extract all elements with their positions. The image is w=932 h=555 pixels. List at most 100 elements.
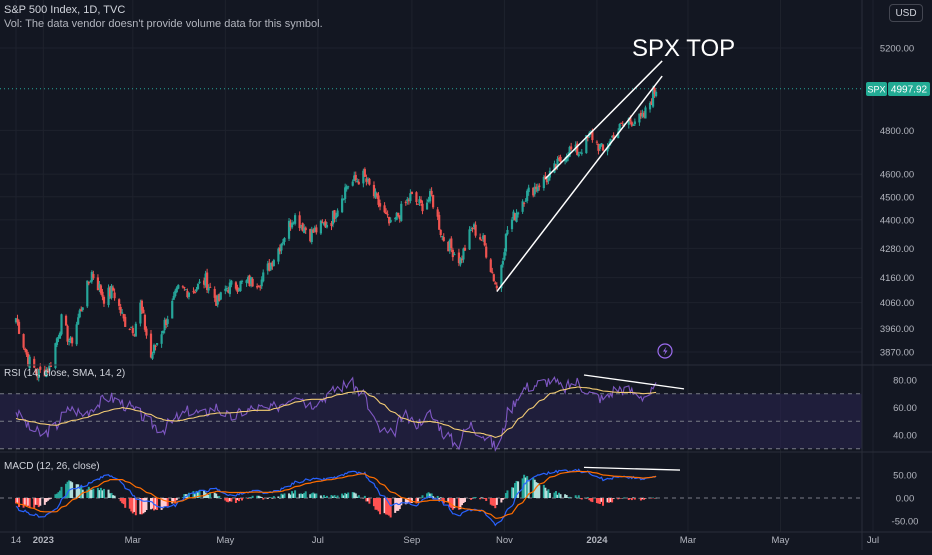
macd-histogram-bar: [140, 498, 143, 515]
candle-body: [526, 190, 529, 201]
macd-histogram-bar: [101, 490, 104, 498]
candle-body: [121, 312, 124, 314]
candle: [310, 226, 313, 245]
macd-histogram-bar: [598, 498, 601, 504]
candle: [500, 264, 503, 292]
currency-button[interactable]: USD: [889, 4, 923, 22]
macd-histogram-bar: [356, 496, 359, 498]
macd-histogram-bar: [162, 498, 165, 509]
macd-histogram-bar: [457, 498, 460, 510]
macd-histogram-bar: [89, 488, 92, 498]
candle: [49, 361, 52, 368]
macd-histogram-bar: [459, 498, 462, 510]
lightning-icon[interactable]: [657, 343, 673, 359]
macd-histogram-bar: [617, 498, 620, 500]
candle-body: [216, 295, 219, 305]
macd-histogram-bar: [366, 498, 369, 502]
candle-body: [372, 184, 376, 197]
candle: [601, 143, 605, 152]
candle: [321, 219, 324, 224]
candle-body: [341, 198, 344, 213]
candle-body: [33, 358, 36, 368]
candle-body: [457, 252, 461, 264]
candle-body: [251, 278, 254, 287]
macd-histogram-bar: [374, 498, 377, 510]
candle-body: [219, 292, 222, 300]
candle-body: [315, 227, 318, 233]
candle: [181, 285, 184, 289]
rsi-tick-label: 80.00: [893, 376, 917, 387]
candle: [377, 192, 380, 208]
macd-histogram-bar: [206, 494, 209, 498]
macd-histogram-bar: [567, 497, 570, 498]
price-tick-label: 4600.00: [880, 170, 914, 181]
macd-histogram-bar: [611, 498, 614, 503]
candle-body: [568, 146, 571, 157]
candle: [22, 333, 25, 350]
candle-body: [227, 289, 230, 293]
chart-title[interactable]: S&P 500 Index, 1D, TVC: [4, 4, 126, 16]
macd-histogram-bar: [139, 498, 142, 515]
macd-histogram-bar: [558, 492, 561, 498]
candle: [641, 109, 644, 119]
candle: [353, 171, 356, 182]
macd-histogram-bar: [623, 497, 626, 498]
price-tick-label: 5200.00: [880, 44, 914, 55]
candle: [309, 228, 312, 243]
price-axis[interactable]: 5200.00 4800.00 4600.00 4500.00 4400.00 4280.…: [880, 44, 919, 528]
macd-histogram-bar: [580, 498, 583, 500]
candle: [459, 257, 462, 267]
candle-body: [447, 241, 450, 252]
candle-body: [330, 222, 333, 227]
macd-histogram-bar: [45, 498, 48, 503]
time-tick-label: May: [771, 535, 789, 546]
candle: [345, 184, 348, 192]
candle-body: [293, 215, 297, 224]
candle: [278, 244, 282, 255]
candle: [192, 287, 195, 294]
time-tick-label: 2024: [586, 535, 608, 546]
candle: [251, 277, 254, 287]
rsi-tick-label: 40.00: [893, 431, 917, 442]
macd-histogram-bar: [388, 498, 391, 516]
macd-histogram-bar: [166, 498, 169, 507]
macd-histogram-bar: [547, 489, 550, 498]
candle: [45, 366, 48, 378]
macd-histogram-bar: [612, 498, 615, 499]
candle-body: [591, 131, 594, 141]
candle: [280, 243, 283, 255]
candle: [165, 318, 168, 329]
macd-histogram-bar: [503, 498, 506, 499]
candle-body: [207, 287, 210, 291]
time-tick-label: May: [216, 535, 234, 546]
candle-body: [192, 291, 195, 293]
candle: [262, 269, 265, 283]
macd-histogram-bar: [118, 498, 121, 499]
macd-histogram-bar: [192, 491, 195, 498]
macd-histogram-bar: [468, 498, 471, 499]
candle-body: [472, 224, 476, 228]
candle: [638, 113, 641, 126]
candle-body: [441, 236, 444, 238]
candle: [639, 110, 643, 119]
candle-body: [366, 178, 370, 181]
candle-body: [128, 328, 131, 330]
candle: [471, 227, 474, 233]
candle-body: [483, 235, 486, 246]
macd-histogram-bar: [526, 476, 529, 498]
candle: [362, 168, 365, 188]
candle: [43, 365, 46, 377]
candle: [198, 278, 201, 284]
candle-body: [145, 328, 148, 336]
candle: [269, 262, 272, 272]
macd-histogram-bar: [544, 487, 547, 498]
time-axis[interactable]: 14 2023 Mar May Jul Sep Nov 2024 Mar May Jul: [11, 535, 879, 546]
macd-histogram-bar: [574, 495, 577, 498]
candle-body: [289, 222, 292, 228]
candle-body: [363, 169, 366, 177]
candle: [342, 198, 345, 201]
candle-body: [196, 283, 200, 290]
